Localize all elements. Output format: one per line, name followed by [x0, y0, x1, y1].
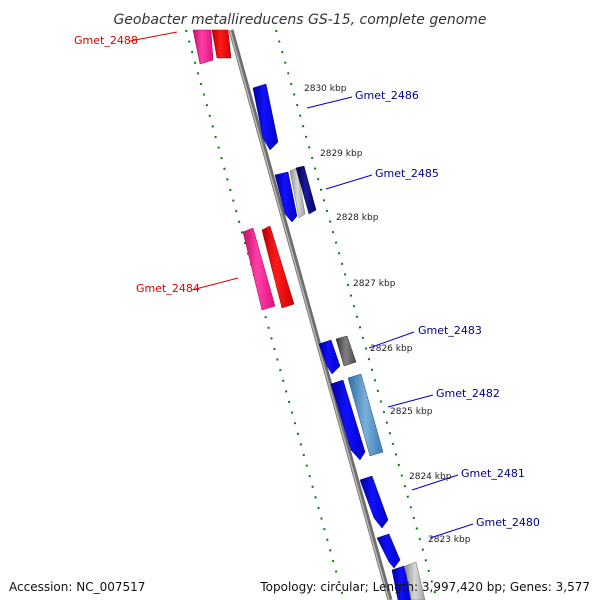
gene-label-gmet-2484[interactable]: Gmet_2484 — [136, 282, 200, 295]
gene-arrow-gmet-2482[interactable] — [330, 373, 384, 461]
gene-label-gmet-2485[interactable]: Gmet_2485 — [375, 167, 439, 180]
scale-label-2826: 2826 kbp — [370, 344, 413, 354]
gene-arrow-gmet-2483[interactable] — [318, 335, 357, 375]
scale-label-2824: 2824 kbp — [409, 472, 452, 482]
gene-labels: Gmet_2488 Gmet_2486 Gmet_2485 Gmet_2484 … — [74, 34, 540, 529]
gene-label-gmet-2486[interactable]: Gmet_2486 — [355, 89, 419, 102]
leader-gmet-2488 — [129, 31, 178, 42]
gene-arrows — [192, 29, 426, 600]
label-leaders — [129, 31, 474, 539]
genome-backbone — [228, 29, 393, 600]
leader-gmet-2483 — [368, 331, 415, 349]
map-title: Geobacter metallireducens GS-15, complet… — [113, 12, 486, 28]
leader-gmet-2484 — [191, 277, 239, 291]
gene-label-gmet-2483[interactable]: Gmet_2483 — [418, 324, 482, 337]
scale-label-2830: 2830 kbp — [304, 84, 347, 94]
gene-arrow-gmet-2486[interactable] — [252, 83, 279, 151]
scale-label-2828: 2828 kbp — [336, 213, 379, 223]
leader-gmet-2480 — [429, 523, 474, 539]
scale-labels: 2830 kbp 2829 kbp 2828 kbp 2827 kbp 2826… — [304, 84, 471, 545]
leader-gmet-2481 — [411, 474, 459, 491]
scale-label-2823: 2823 kbp — [428, 535, 471, 545]
leader-gmet-2486 — [306, 96, 353, 109]
gene-label-gmet-2480[interactable]: Gmet_2480 — [476, 516, 540, 529]
gene-arrow-gmet-2480[interactable] — [376, 533, 426, 600]
scale-track-outer — [275, 29, 438, 600]
scale-label-2827: 2827 kbp — [353, 279, 396, 289]
gene-arrow-gmet-2485[interactable] — [274, 165, 317, 223]
gene-label-gmet-2482[interactable]: Gmet_2482 — [436, 387, 500, 400]
gene-label-gmet-2488[interactable]: Gmet_2488 — [74, 34, 138, 47]
scale-label-2829: 2829 kbp — [320, 149, 363, 159]
leader-gmet-2482 — [387, 394, 434, 408]
gene-arrow-gmet-2484[interactable] — [242, 225, 295, 311]
scale-label-2825: 2825 kbp — [390, 407, 433, 417]
genome-summary-text: Topology: circular; Length: 3,997,420 bp… — [260, 580, 590, 594]
gene-arrow-gmet-2488[interactable] — [192, 29, 232, 65]
accession-text: Accession: NC_007517 — [9, 580, 146, 594]
gene-label-gmet-2481[interactable]: Gmet_2481 — [461, 467, 525, 480]
leader-gmet-2485 — [325, 174, 373, 190]
gene-arrow-gmet-2481[interactable] — [359, 475, 389, 529]
